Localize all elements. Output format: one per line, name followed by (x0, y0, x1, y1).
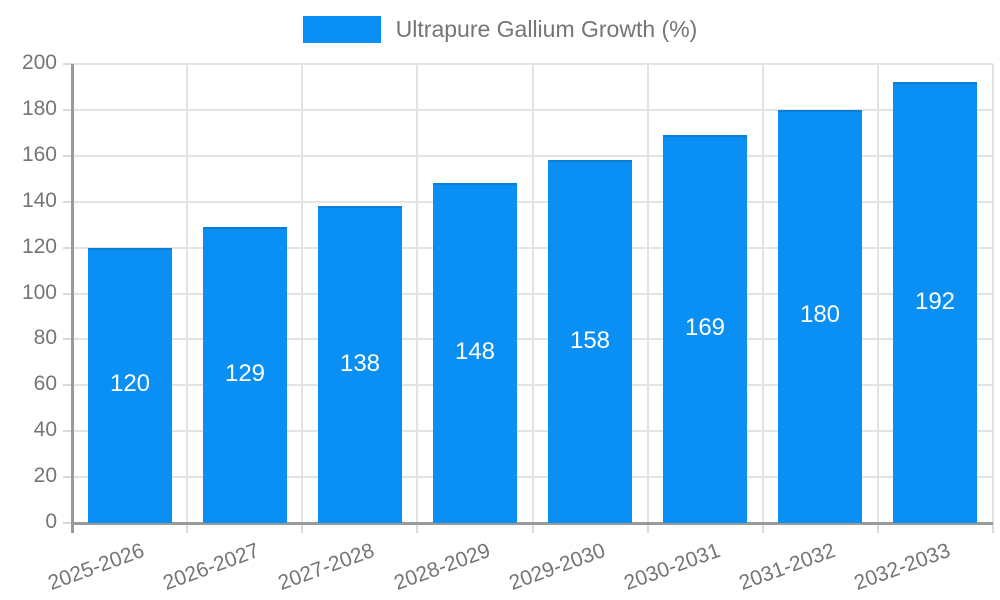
x-gridline (301, 64, 304, 523)
y-tick-label: 20 (33, 464, 57, 488)
y-tick (63, 430, 72, 433)
bar-value-label: 169 (684, 314, 726, 341)
y-tick-label: 40 (33, 418, 57, 442)
x-gridline (646, 64, 649, 523)
y-tick (63, 200, 72, 203)
x-tick-label: 2029-2030 (505, 539, 608, 595)
y-tick (63, 338, 72, 341)
bar-value-label: 138 (339, 350, 381, 377)
bar[interactable] (433, 183, 517, 523)
y-tick-label: 60 (33, 372, 57, 396)
x-tick (761, 523, 764, 533)
x-tick (992, 523, 994, 533)
legend-swatch (302, 16, 381, 43)
bar-value-label: 129 (224, 360, 266, 387)
bar[interactable] (778, 109, 862, 523)
y-tick-label: 120 (21, 234, 57, 258)
x-gridline (531, 64, 534, 523)
y-tick (63, 246, 72, 249)
bar-value-label: 120 (109, 370, 151, 397)
y-tick-label: 160 (21, 142, 57, 166)
bar[interactable] (88, 247, 172, 523)
y-tick-label: 0 (45, 510, 57, 533)
x-tick-label: 2031-2032 (735, 539, 839, 595)
bar[interactable] (663, 135, 747, 523)
y-tick (63, 63, 72, 65)
x-tick-label: 2027-2028 (275, 539, 378, 595)
y-tick (63, 154, 72, 157)
x-tick (646, 523, 649, 533)
bar-value-label: 158 (569, 327, 611, 354)
x-gridline (186, 64, 189, 523)
x-tick (876, 523, 879, 533)
y-tick-label: 200 (21, 51, 57, 74)
y-axis-line (71, 64, 74, 533)
y-tick-label: 180 (21, 96, 57, 120)
x-tick-label: 2026-2027 (160, 539, 263, 595)
x-tick (186, 523, 189, 533)
bar[interactable] (893, 82, 977, 523)
bar-value-label: 180 (799, 301, 841, 328)
y-tick-label: 80 (33, 326, 57, 350)
legend-label: Ultrapure Gallium Growth (%) (395, 16, 698, 42)
y-tick-label: 100 (21, 280, 57, 304)
x-gridline (416, 64, 419, 523)
x-axis-line (71, 522, 993, 525)
bar[interactable] (548, 160, 632, 523)
x-tick-label: 2028-2029 (390, 539, 493, 595)
bar-value-label: 192 (914, 288, 956, 315)
y-tick (63, 292, 72, 295)
x-tick-label: 2030-2031 (620, 539, 724, 595)
y-tick (63, 476, 72, 479)
bar-value-label: 148 (454, 338, 496, 365)
x-tick (416, 523, 419, 533)
legend-item[interactable]: Ultrapure Gallium Growth (%) (0, 16, 1000, 43)
y-tick (63, 108, 72, 111)
bar[interactable] (318, 206, 402, 523)
x-tick-label: 2032-2033 (851, 539, 954, 595)
x-gridline (876, 64, 879, 523)
x-gridline (761, 64, 764, 523)
x-gridline (992, 64, 994, 523)
x-tick (531, 523, 534, 533)
bar[interactable] (203, 226, 287, 523)
y-tick (63, 384, 72, 387)
x-tick-label: 2025-2026 (45, 539, 148, 595)
x-tick (301, 523, 304, 533)
y-tick (63, 522, 72, 524)
y-tick-label: 140 (21, 188, 57, 212)
